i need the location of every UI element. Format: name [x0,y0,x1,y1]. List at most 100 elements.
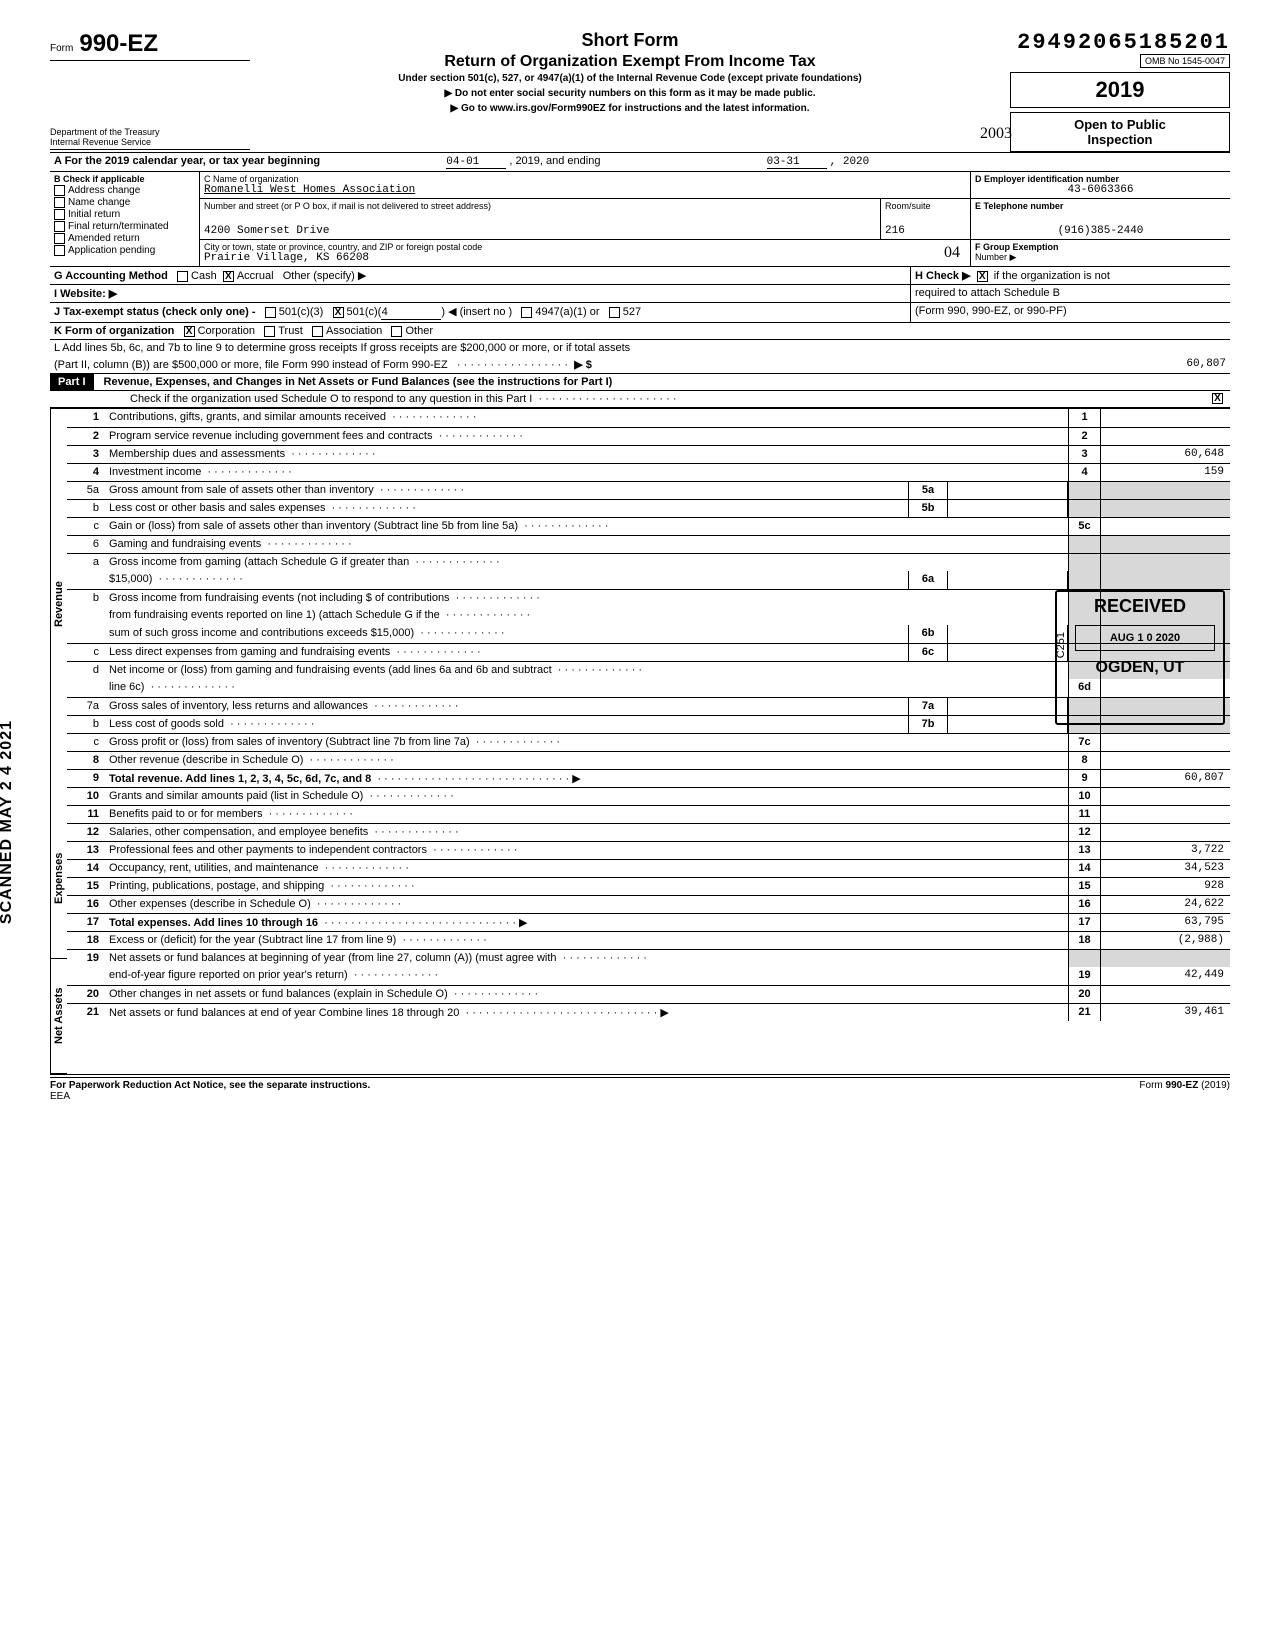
amt-box [1100,806,1230,823]
amt-box: 63,795 [1100,914,1230,931]
num-box: 13 [1068,842,1100,859]
part1-title: Revenue, Expenses, and Changes in Net As… [94,376,613,388]
j-o3: 4947(a)(1) or [535,306,599,318]
line-no: b [67,716,105,733]
line-desc: Excess or (deficit) for the year (Subtra… [105,932,1068,949]
line-desc: Program service revenue including govern… [105,428,1068,445]
k-o4: Other [405,325,433,337]
num-box [1068,500,1100,517]
chk-accrual[interactable]: X [223,271,234,282]
mid-val-7a [948,698,1068,715]
line-no: 2 [67,428,105,445]
line-no [67,607,105,625]
chk-cash[interactable] [177,271,188,282]
num-box: 4 [1068,464,1100,481]
period-begin: 04-01 [446,156,506,169]
num-box: 2 [1068,428,1100,445]
num-box: 7c [1068,734,1100,751]
line-no: 9 [67,770,105,787]
mid-box-7a: 7a [908,698,948,715]
chk-corp[interactable]: X [184,326,195,337]
street: 4200 Somerset Drive [204,225,876,237]
g-label: G Accounting Method [54,270,168,282]
chk-501c[interactable]: X [333,307,344,318]
scanned-stamp: SCANNED MAY 2 4 2021 [0,720,16,924]
num-box [1068,536,1100,553]
line-no: c [67,734,105,751]
line-no: 13 [67,842,105,859]
line-desc: Gross profit or (loss) from sales of inv… [105,734,1068,751]
num-box: 14 [1068,860,1100,877]
chk-527[interactable] [609,307,620,318]
line-desc: end-of-year figure reported on prior yea… [105,967,1068,985]
ein: 43-6063366 [975,184,1226,196]
chk-final[interactable] [54,221,65,232]
handwritten-year: 2003 [980,125,1012,143]
num-box: 5c [1068,518,1100,535]
line-no: c [67,644,105,661]
amt-box [1100,482,1230,499]
amt-box: 3,722 [1100,842,1230,859]
chk-pending[interactable] [54,245,65,256]
num-box: 12 [1068,824,1100,841]
opt-pending: Application pending [68,245,155,256]
line-desc: Contributions, gifts, grants, and simila… [105,409,1068,427]
amt-box [1100,788,1230,805]
line-no: 8 [67,752,105,769]
num-box: 21 [1068,1004,1100,1021]
mid-box-7b: 7b [908,716,948,733]
period-mid: , 2019, and ending [509,155,600,167]
line-desc: line 6c) · · · · · · · · · · · · · [105,679,1068,697]
chk-name-change[interactable] [54,197,65,208]
hand-04: 04 [944,244,960,262]
j-o1: 501(c)(3) [279,306,324,318]
chk-4947[interactable] [521,307,532,318]
i-label: I Website: ▶ [54,288,117,300]
amt-box: 24,622 [1100,896,1230,913]
line-no: 10 [67,788,105,805]
mid-val-6b [948,625,1068,643]
form-word: Form [50,43,73,54]
footer-left: For Paperwork Reduction Act Notice, see … [50,1080,370,1091]
line-desc: Salaries, other compensation, and employ… [105,824,1068,841]
chk-other-org[interactable] [391,326,402,337]
period-label: A For the 2019 calendar year, or tax yea… [54,155,320,167]
line-no: c [67,518,105,535]
opt-amended: Amended return [68,233,140,244]
j-label: J Tax-exempt status (check only one) - [54,306,256,318]
chk-address-change[interactable] [54,185,65,196]
chk-schedule-o[interactable]: X [1212,393,1223,404]
num-box: 9 [1068,770,1100,787]
line-no [67,571,105,589]
stamp-date: AUG 1 0 2020 [1075,625,1215,651]
l-amount: 60,807 [1096,358,1226,371]
h-label: H Check ▶ [915,270,971,282]
chk-initial[interactable] [54,209,65,220]
num-box: 18 [1068,932,1100,949]
num-box [1068,554,1100,571]
open-public-1: Open to Public [1019,117,1221,132]
line-desc: Grants and similar amounts paid (list in… [105,788,1068,805]
num-box [1068,950,1100,967]
opt-address: Address change [68,185,140,196]
side-netassets: Net Assets [50,959,67,1074]
stamp-code: C251 [1055,632,1067,658]
mid-val-6a [948,571,1068,589]
amt-box [1100,734,1230,751]
num-box: 3 [1068,446,1100,463]
amt-box [1100,536,1230,553]
chk-trust[interactable] [264,326,275,337]
line-no: 15 [67,878,105,895]
amt-box [1100,824,1230,841]
chk-501c3[interactable] [265,307,276,318]
line-no: 6 [67,536,105,553]
h-text3: (Form 990, 990-EZ, or 990-PF) [915,305,1067,317]
num-box [1068,571,1100,589]
line-desc: Gross amount from sale of assets other t… [105,482,908,499]
amt-box [1100,950,1230,967]
line-desc: Benefits paid to or for members · · · · … [105,806,1068,823]
chk-h[interactable]: X [977,271,988,282]
chk-assoc[interactable] [312,326,323,337]
chk-amended[interactable] [54,233,65,244]
f-label2: Number ▶ [975,252,1226,263]
